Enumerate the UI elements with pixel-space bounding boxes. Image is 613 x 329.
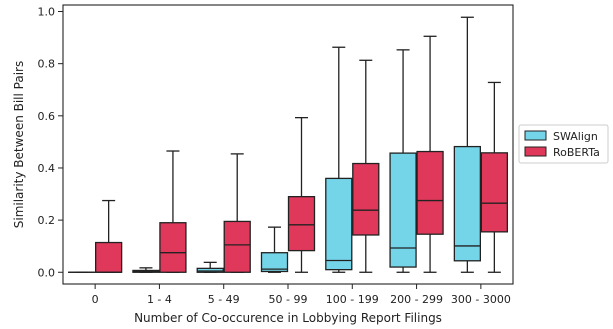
x-tick-label: 300 - 3000 xyxy=(451,293,511,306)
box-roberta-4 xyxy=(352,59,380,273)
legend-swatch-roberta xyxy=(524,146,547,157)
x-tick-label: 5 - 49 xyxy=(208,293,240,306)
box-roberta-2 xyxy=(223,153,251,273)
plot-layer xyxy=(67,16,509,273)
legend-swatch-swalign xyxy=(524,130,547,141)
iqr-box xyxy=(287,195,316,252)
x-tick-label: 1 - 4 xyxy=(147,293,172,306)
box-swalign-5 xyxy=(389,49,417,273)
box-swalign-3 xyxy=(260,226,289,273)
box-roberta-6 xyxy=(480,81,509,273)
y-tick-label: 0.0 xyxy=(38,266,56,279)
x-tick-label: 100 - 199 xyxy=(326,293,379,306)
iqr-box xyxy=(223,220,251,273)
x-tick-label: 200 - 299 xyxy=(390,293,443,306)
iqr-box xyxy=(389,152,417,268)
iqr-box xyxy=(416,150,444,235)
box-swalign-6 xyxy=(453,16,482,273)
y-tick-label: 1.0 xyxy=(38,6,56,19)
y-axis-title: Similarity Between Bill Pairs xyxy=(12,61,26,229)
y-tick-label: 0.4 xyxy=(38,162,56,175)
x-axis-title: Number of Co-occurence in Lobbying Repor… xyxy=(134,311,442,325)
box-roberta-5 xyxy=(416,35,444,273)
iqr-box xyxy=(260,252,289,273)
x-tick-label: 0 xyxy=(92,293,99,306)
box-roberta-3 xyxy=(287,116,316,273)
axis-layer: 0.0 0.2 0.4 0.6 0.8 1.0 0 1 - 4 5 - 49 50 - 99 100… xyxy=(38,4,514,306)
box-swalign-1 xyxy=(132,267,160,273)
iqr-box xyxy=(159,222,187,273)
legend-label-swalign: SWAlign xyxy=(553,130,598,143)
box-swalign-4 xyxy=(325,46,353,273)
x-tick-label: 50 - 99 xyxy=(269,293,308,306)
iqr-box xyxy=(453,145,482,262)
y-tick-label: 0.2 xyxy=(38,214,56,227)
iqr-box xyxy=(325,177,353,271)
box-roberta-0 xyxy=(94,199,123,273)
iqr-box xyxy=(352,162,380,236)
box-swalign-2 xyxy=(196,261,224,273)
y-tick-label: 0.6 xyxy=(38,110,56,123)
legend-label-roberta: RoBERTa xyxy=(553,146,600,159)
box-roberta-1 xyxy=(159,150,187,273)
iqr-box xyxy=(480,152,509,233)
legend: SWAlign RoBERTa xyxy=(518,124,609,164)
iqr-box xyxy=(196,267,224,273)
iqr-box xyxy=(94,241,123,273)
y-tick-label: 0.8 xyxy=(38,58,56,71)
